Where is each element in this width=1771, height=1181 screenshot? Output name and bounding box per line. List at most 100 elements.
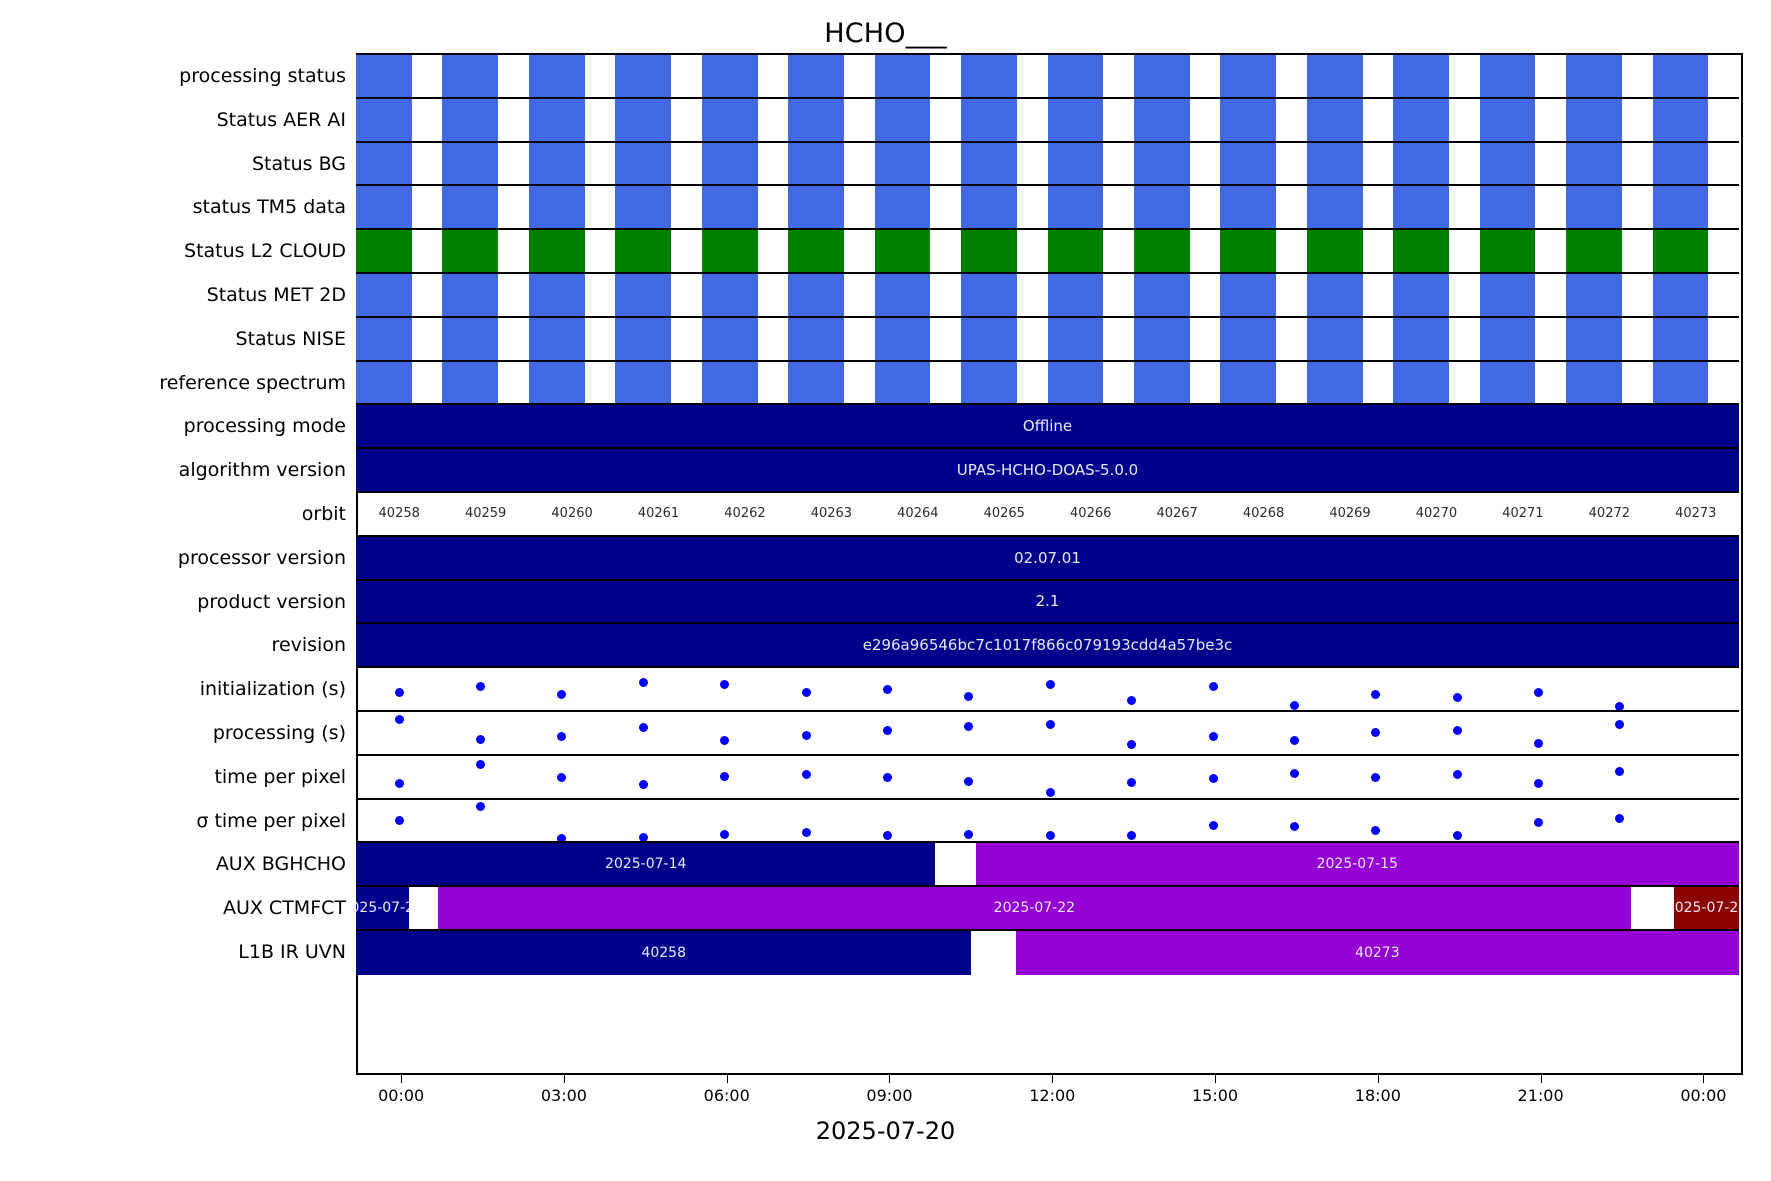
row-label: Status NISE (235, 327, 346, 350)
status-cell (961, 98, 1017, 141)
status-cell (356, 230, 412, 272)
chart-row: 40258 40259 40260 40261 40262 40263 40264 40265… (356, 493, 1739, 537)
status-cell (1566, 274, 1622, 316)
status-cell (528, 98, 585, 141)
scatter-point (1615, 767, 1625, 777)
x-axis-tick-label: 00:00 (1680, 1086, 1727, 1105)
status-cell (1220, 186, 1277, 229)
status-cell (788, 55, 844, 97)
status-cell (1479, 98, 1536, 141)
status-cell (356, 361, 412, 404)
scatter-point (1127, 777, 1137, 787)
row-label: σ time per pixel (196, 809, 346, 832)
status-cell (788, 142, 844, 185)
status-stripes (356, 361, 1739, 404)
status-cell (1047, 361, 1104, 404)
scatter-point (801, 688, 811, 698)
status-cell (701, 274, 758, 316)
status-cell (615, 274, 672, 316)
x-axis-tick (401, 1075, 403, 1083)
status-cell (1047, 55, 1104, 97)
status-cell (615, 230, 672, 272)
scatter-point (1534, 687, 1544, 697)
status-cell (788, 361, 844, 404)
scatter-point (1045, 831, 1055, 841)
status-cell (1220, 361, 1277, 404)
status-cell (615, 142, 672, 185)
status-cell (1133, 142, 1190, 185)
status-cell (1220, 142, 1277, 185)
timeline-segment-label: 2025-07-22 (993, 900, 1076, 917)
status-cell (615, 361, 672, 404)
status-cell (961, 142, 1017, 185)
timeline-segment: 40273 (1015, 931, 1739, 975)
timeline-segment: 40258 (356, 931, 972, 975)
chart-row (356, 756, 1739, 800)
status-cell (1479, 361, 1536, 404)
scatter-point (882, 830, 892, 840)
status-cell (528, 274, 585, 316)
status-cell (356, 274, 412, 316)
status-cell (1047, 274, 1104, 316)
chart-row (356, 230, 1739, 274)
row-label: orbit (301, 502, 346, 525)
scatter-point (882, 726, 892, 736)
timeline-segment: 2025-07-22 (437, 887, 1632, 929)
row-label: AUX CTMFCT (222, 897, 346, 920)
status-cell (1306, 142, 1363, 185)
scatter-point (1452, 692, 1462, 702)
timeline-segment: 2025-07-15 (975, 843, 1739, 886)
scatter-point (1371, 825, 1381, 835)
status-cell (528, 186, 585, 229)
status-cell (1566, 186, 1622, 229)
row-label: initialization (s) (199, 678, 346, 701)
orbit-value: 40272 (1588, 506, 1631, 522)
status-cell (356, 98, 412, 141)
scatter-point (1615, 719, 1625, 729)
row-label: AUX BGHCHO (215, 853, 346, 876)
status-cell (615, 98, 672, 141)
orbit-value: 40266 (1070, 506, 1112, 522)
chart-row: 2025-07-14 2025-07-15 (356, 843, 1739, 888)
x-axis-tick (1215, 1075, 1217, 1083)
status-cell (1047, 186, 1104, 229)
status-stripes (356, 274, 1739, 316)
status-cell (1393, 317, 1449, 360)
status-stripes (356, 98, 1739, 141)
row-label: product version (197, 590, 346, 613)
chart-row (356, 317, 1739, 362)
scatter-point (557, 772, 567, 782)
status-cell (1133, 230, 1190, 272)
status-cell (356, 317, 412, 360)
status-cell (701, 98, 758, 141)
status-cell (1566, 142, 1622, 185)
row-label: Status AER AI (216, 108, 346, 131)
status-cell (442, 55, 499, 97)
timeline-segment-label: 2025-07-23 (1674, 900, 1739, 917)
banner-cell: e296a96546bc7c1017f866c079193cdd4a57be3c (356, 624, 1739, 667)
status-cell (1047, 317, 1104, 360)
chart-row: e296a96546bc7c1017f866c079193cdd4a57be3c (356, 624, 1739, 669)
status-cell (442, 230, 499, 272)
x-axis-tick (726, 1075, 728, 1083)
status-cell (1306, 230, 1363, 272)
status-cell (1393, 230, 1449, 272)
status-cell (1566, 55, 1622, 97)
row-label: time per pixel (214, 765, 346, 788)
scatter-point (1127, 830, 1137, 840)
status-cell (874, 186, 931, 229)
timeline-segment: 2025-07-23 (1673, 887, 1739, 929)
scatter-point (1371, 727, 1381, 737)
scatter-point (1289, 700, 1299, 710)
status-cell (961, 55, 1017, 97)
x-axis-tick-label: 21:00 (1517, 1086, 1564, 1105)
scatter-point (964, 721, 974, 731)
scatter-point (475, 759, 485, 769)
status-cell (1566, 98, 1622, 141)
scatter-point (1534, 738, 1544, 748)
status-cell (788, 317, 844, 360)
row-label: status TM5 data (192, 196, 346, 219)
row-label: Status BG (251, 152, 346, 175)
status-cell (788, 186, 844, 229)
status-cell (1306, 186, 1363, 229)
